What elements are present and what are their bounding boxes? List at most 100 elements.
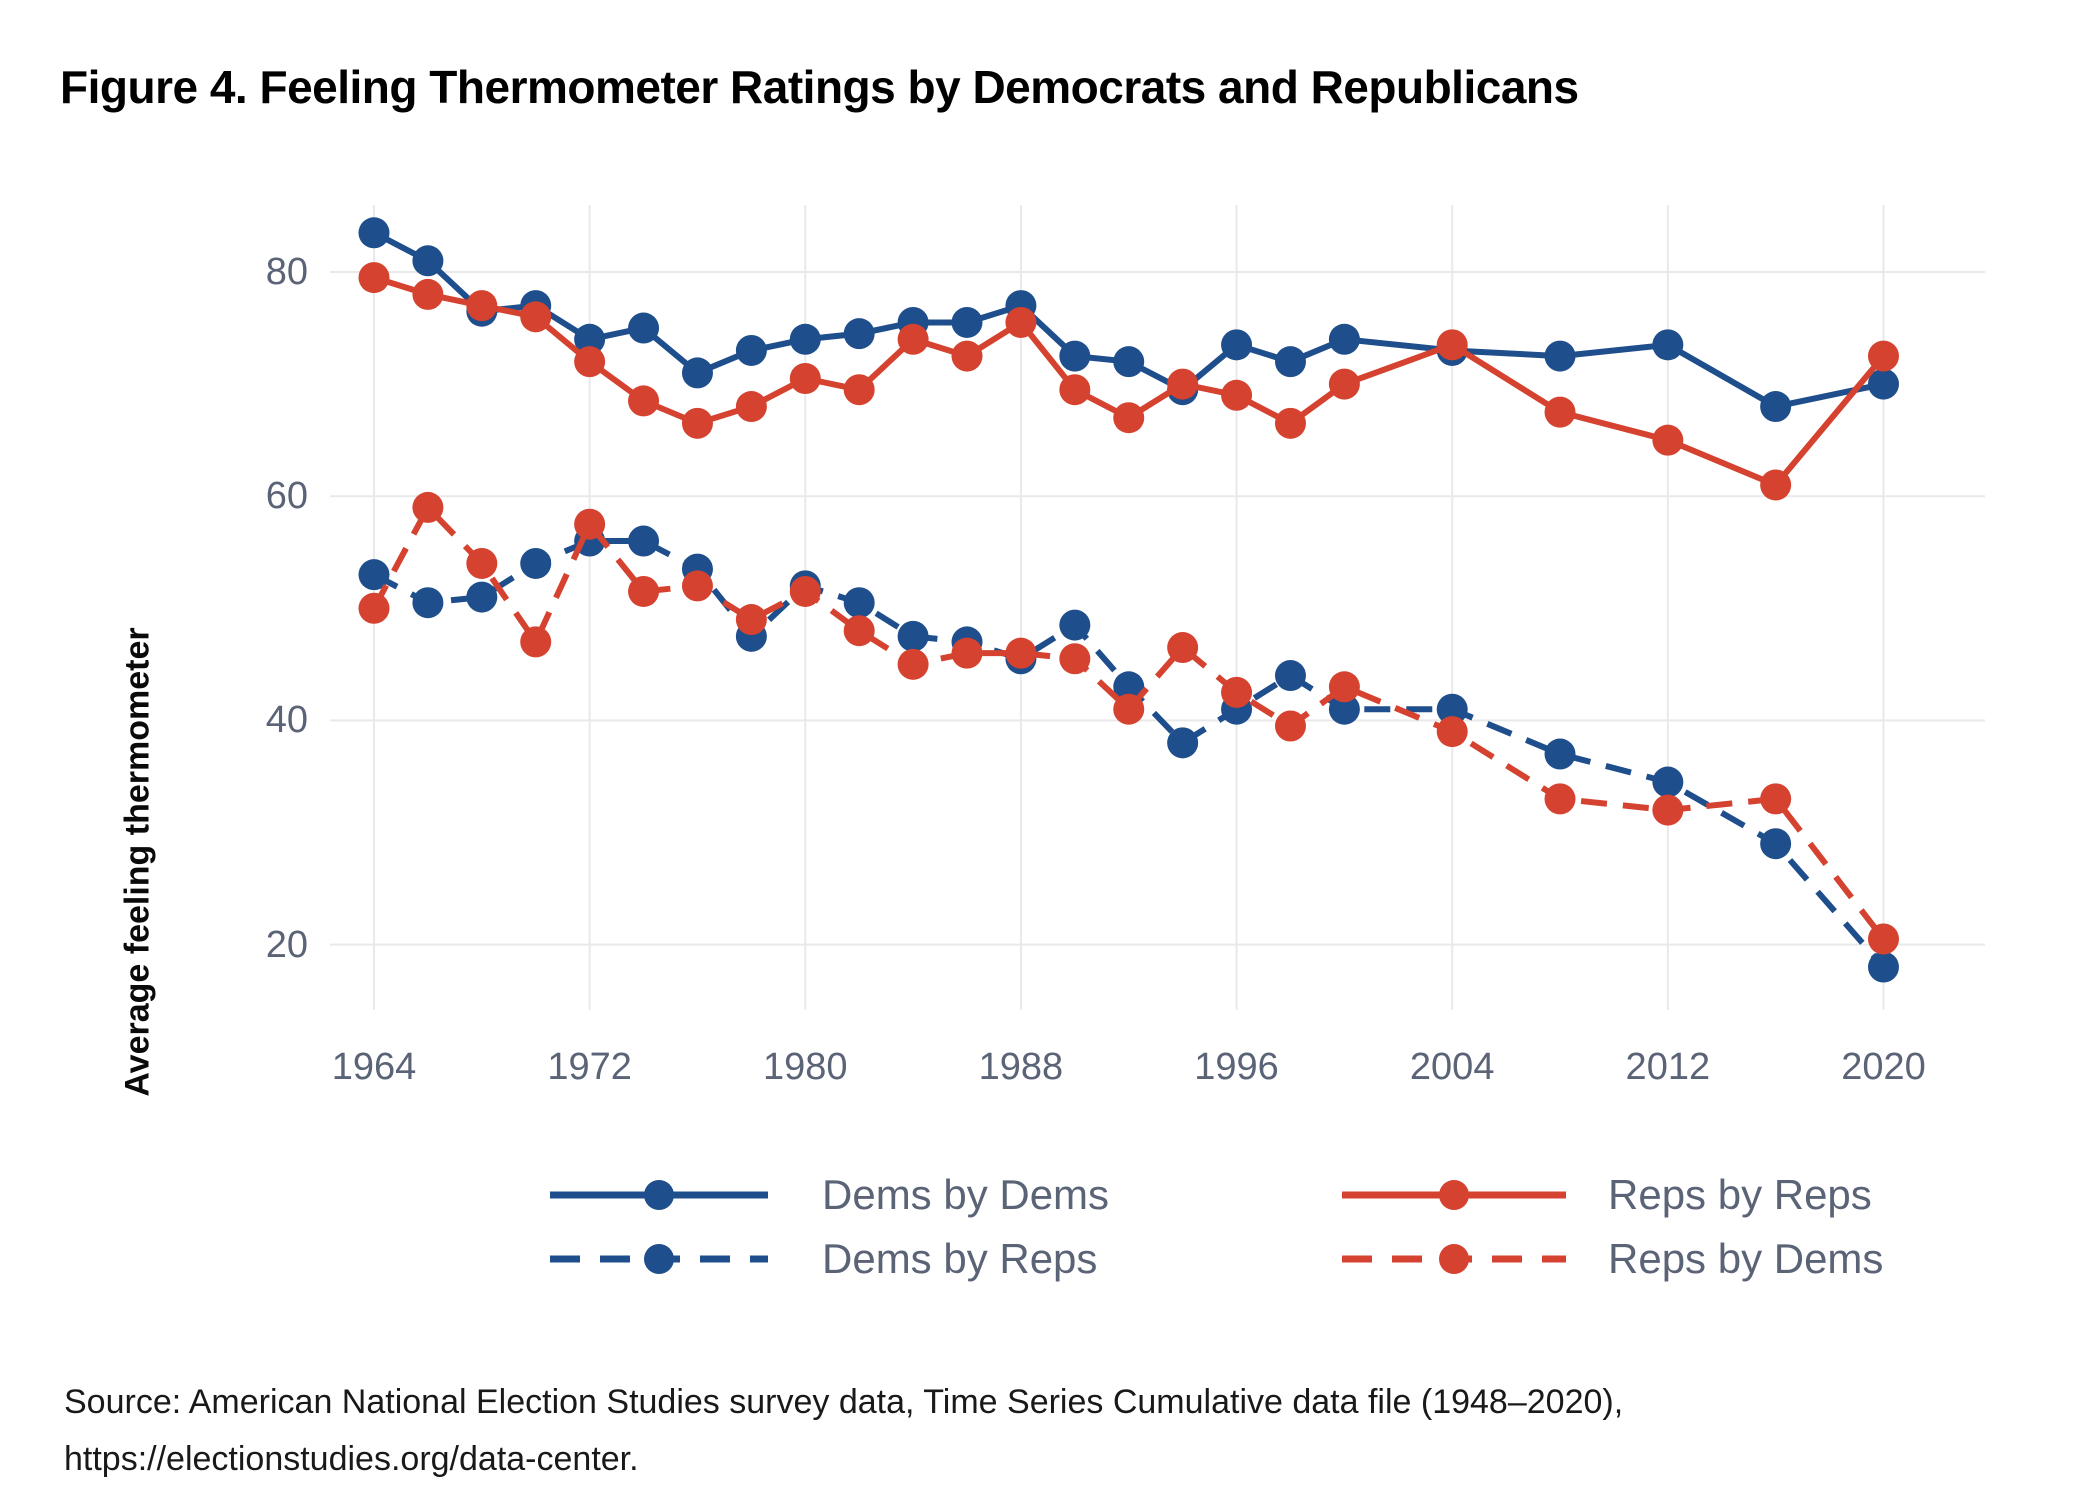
y-tick-label-20: 20 — [265, 923, 308, 966]
data-point-reps-by-dems-1968 — [466, 547, 498, 579]
data-point-reps-by-reps-1964 — [358, 262, 390, 294]
data-point-dems-by-reps-2004 — [1436, 693, 1468, 725]
data-point-reps-by-dems-2020 — [1867, 923, 1899, 955]
x-tick-label-1972: 1972 — [547, 1046, 632, 1088]
data-point-reps-by-dems-1998 — [1274, 710, 1306, 742]
data-point-dems-by-reps-2012 — [1652, 766, 1684, 798]
data-point-dems-by-dems-2012 — [1652, 329, 1684, 361]
data-point-reps-by-dems-2016 — [1760, 783, 1792, 815]
data-point-dems-by-dems-1972 — [574, 323, 606, 355]
series-line-reps-by-reps — [373, 274, 1886, 489]
data-point-reps-by-reps-2000 — [1328, 368, 1360, 400]
data-point-dems-by-dems-2020 — [1867, 368, 1899, 400]
source-line-1: Source: American National Election Studi… — [64, 1383, 1624, 1421]
legend-swatch-dot — [1439, 1244, 1469, 1274]
data-point-reps-by-reps-2016 — [1760, 469, 1792, 501]
data-point-reps-by-dems-1986 — [951, 637, 983, 669]
data-point-reps-by-dems-1964 — [358, 592, 390, 624]
y-tick-label-40: 40 — [265, 699, 308, 742]
data-point-reps-by-reps-2020 — [1867, 340, 1899, 372]
series-line-dems-by-dems — [372, 230, 1885, 410]
data-point-dems-by-dems-2000 — [1328, 323, 1360, 355]
data-point-reps-by-reps-2008 — [1544, 396, 1576, 428]
data-point-reps-by-reps-1978 — [735, 391, 767, 423]
chart-title: Figure 4. Feeling Thermometer Ratings by… — [60, 61, 1579, 113]
data-point-reps-by-dems-1978 — [735, 604, 767, 636]
x-tick-label-2020: 2020 — [1841, 1046, 1926, 1088]
data-point-reps-by-dems-1966 — [412, 491, 444, 523]
data-point-dems-by-reps-1966 — [412, 587, 444, 619]
data-point-dems-by-dems-1982 — [843, 318, 875, 350]
data-point-dems-by-reps-1992 — [1113, 671, 1145, 703]
data-point-reps-by-dems-1970 — [520, 626, 552, 658]
data-point-dems-by-reps-1990 — [1059, 609, 1091, 641]
data-point-dems-by-reps-1994 — [1167, 727, 1199, 759]
data-point-reps-by-dems-1982 — [843, 615, 875, 647]
legend-label-dems-by-dems: Dems by Dems — [822, 1171, 1110, 1218]
data-point-dems-by-reps-1974 — [628, 525, 660, 557]
data-point-dems-by-reps-1984 — [897, 620, 929, 652]
data-point-dems-by-reps-1982 — [843, 587, 875, 619]
data-point-dems-by-dems-1996 — [1221, 329, 1253, 361]
legend-label-dems-by-reps: Dems by Reps — [822, 1235, 1098, 1282]
legend-swatch-dot — [644, 1244, 674, 1274]
data-point-dems-by-reps-2008 — [1544, 738, 1576, 770]
y-axis-title: Average feeling thermometer — [118, 627, 157, 1097]
data-point-reps-by-dems-2004 — [1436, 716, 1468, 748]
data-point-reps-by-reps-1996 — [1221, 379, 1253, 411]
data-point-reps-by-dems-1972 — [574, 508, 606, 540]
y-tick-label-80: 80 — [265, 251, 308, 293]
x-tick-label-1964: 1964 — [331, 1046, 417, 1088]
data-point-reps-by-dems-2008 — [1544, 783, 1576, 815]
data-point-reps-by-reps-1984 — [897, 323, 929, 355]
data-point-reps-by-reps-1998 — [1274, 407, 1306, 439]
data-point-dems-by-reps-2000 — [1328, 693, 1360, 725]
legend-label-reps-by-dems: Reps by Dems — [1608, 1235, 1884, 1282]
source-line-2: https://electionstudies.org/data-center. — [64, 1440, 639, 1478]
data-point-dems-by-dems-1990 — [1059, 340, 1091, 372]
x-tick-label-1980: 1980 — [762, 1046, 848, 1088]
data-point-reps-by-reps-1972 — [574, 346, 606, 378]
data-point-dems-by-dems-1964 — [358, 217, 390, 249]
data-point-dems-by-reps-1968 — [466, 581, 498, 613]
series-line-dems-by-reps — [372, 538, 1886, 969]
data-point-dems-by-dems-1966 — [412, 245, 444, 277]
x-tick-label-1988: 1988 — [978, 1046, 1064, 1088]
data-point-reps-by-reps-1994 — [1167, 368, 1199, 400]
data-point-dems-by-reps-2020 — [1867, 951, 1899, 983]
data-point-reps-by-dems-2000 — [1328, 671, 1360, 703]
data-point-reps-by-dems-1984 — [897, 648, 929, 680]
data-point-dems-by-dems-1980 — [789, 323, 821, 355]
data-point-reps-by-dems-1988 — [1005, 637, 1037, 669]
source-note: Source: American National Election Studi… — [64, 1374, 1623, 1488]
data-point-reps-by-reps-1980 — [789, 362, 821, 394]
legend-label-reps-by-reps: Reps by Reps — [1608, 1171, 1872, 1218]
data-point-dems-by-dems-1976 — [681, 357, 713, 389]
data-point-dems-by-dems-1992 — [1113, 346, 1145, 378]
y-tick-label-60: 60 — [265, 475, 308, 518]
series-line-reps-by-dems — [371, 502, 1886, 941]
data-point-reps-by-reps-1966 — [412, 278, 444, 310]
data-point-reps-by-dems-1974 — [628, 575, 660, 607]
x-tick-label-1996: 1996 — [1194, 1046, 1279, 1088]
data-point-reps-by-dems-1990 — [1059, 643, 1091, 675]
data-point-dems-by-dems-1998 — [1274, 346, 1306, 378]
x-tick-label-2004: 2004 — [1409, 1046, 1495, 1088]
data-point-reps-by-reps-1970 — [520, 301, 552, 333]
data-point-dems-by-dems-2016 — [1760, 391, 1792, 423]
data-point-dems-by-reps-1964 — [358, 559, 390, 591]
data-point-reps-by-reps-1992 — [1113, 402, 1145, 434]
data-point-reps-by-reps-1990 — [1059, 374, 1091, 406]
legend-swatch-dot — [644, 1180, 674, 1210]
data-point-dems-by-reps-1998 — [1274, 660, 1306, 692]
data-point-reps-by-dems-1994 — [1167, 632, 1199, 664]
data-point-reps-by-dems-1976 — [681, 570, 713, 602]
data-point-dems-by-dems-1986 — [951, 306, 983, 338]
x-tick-label-2012: 2012 — [1625, 1046, 1711, 1088]
data-point-reps-by-reps-1974 — [628, 385, 660, 417]
data-point-reps-by-reps-1988 — [1005, 306, 1037, 338]
data-point-reps-by-dems-1996 — [1221, 676, 1253, 708]
data-point-dems-by-reps-1970 — [520, 547, 552, 579]
data-point-reps-by-reps-1986 — [951, 340, 983, 372]
